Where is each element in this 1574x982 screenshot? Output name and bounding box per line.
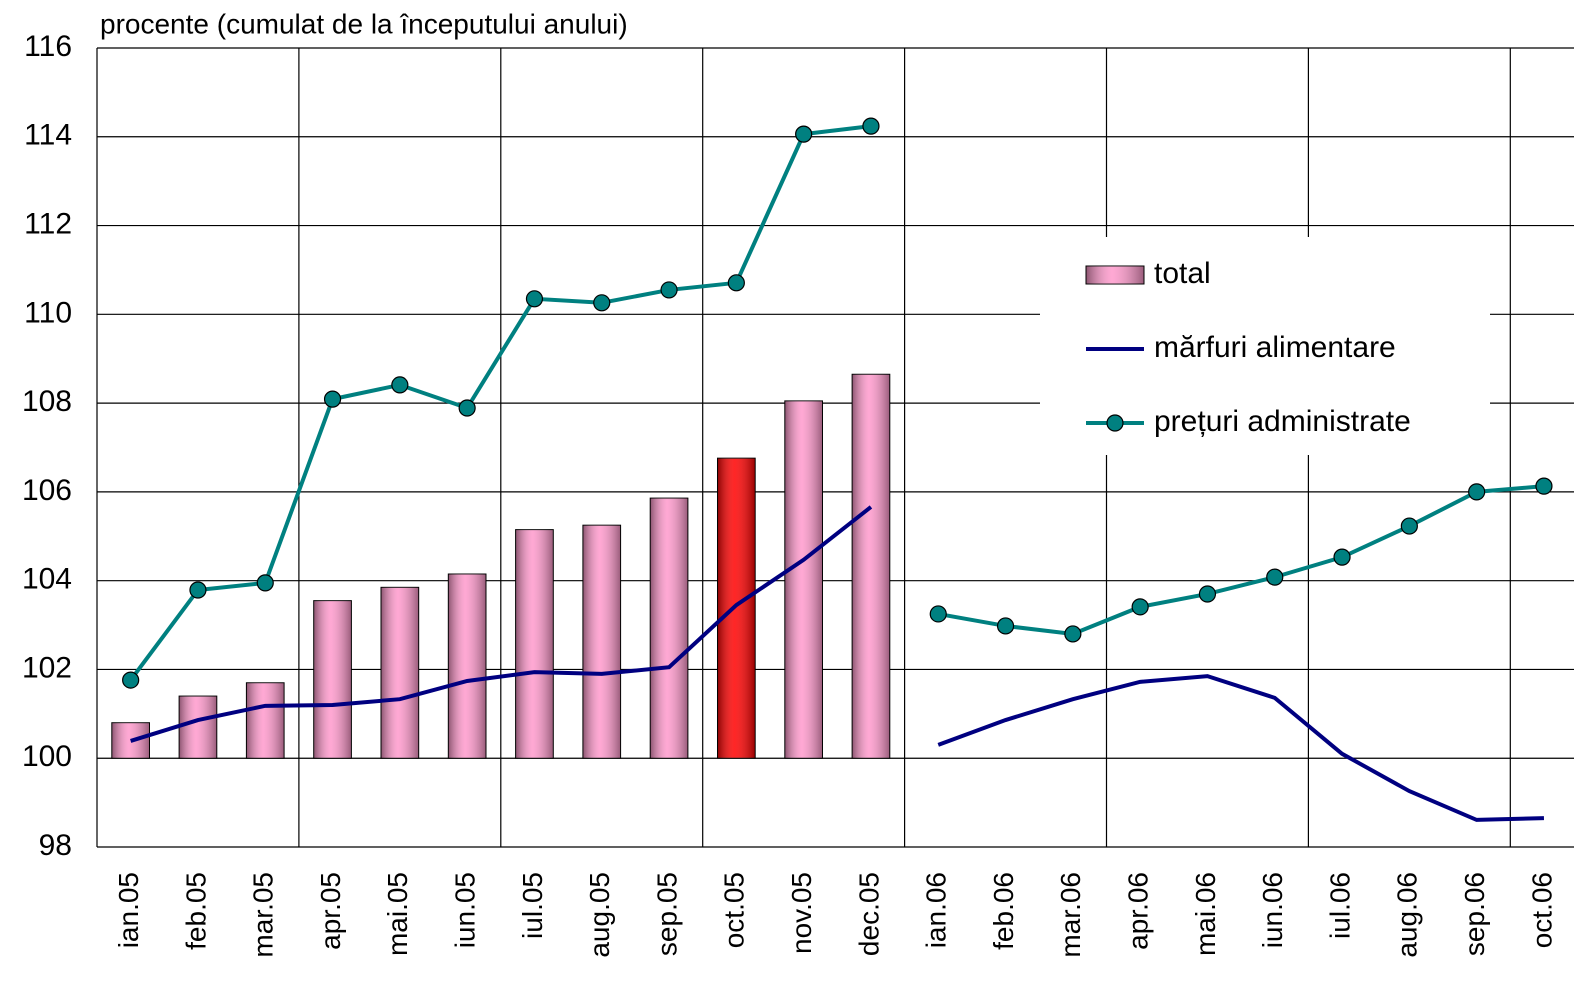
bar (313, 600, 352, 759)
legend-label: total (1154, 257, 1211, 290)
marker (1198, 585, 1217, 603)
bar (515, 529, 554, 759)
y-tick-label: 104 (22, 563, 72, 596)
bar (851, 373, 891, 759)
line (937, 674, 1545, 822)
marker (795, 125, 813, 143)
x-tick-label: iun.06 (1257, 872, 1288, 948)
y-tick-label: 110 (24, 296, 72, 329)
y-tick-label: 98 (39, 829, 72, 862)
legend-label: mărfuri alimentare (1154, 331, 1396, 364)
legend-swatch-shade (1086, 266, 1144, 284)
marker (458, 399, 476, 417)
marker (593, 294, 611, 312)
marker (525, 290, 544, 308)
bar (178, 695, 218, 759)
marker (256, 574, 274, 592)
x-tick-label: mai.06 (1190, 872, 1221, 956)
marker (1535, 477, 1553, 495)
marker (122, 671, 140, 689)
marker (1400, 517, 1418, 535)
x-tick-label: oct.05 (719, 872, 750, 948)
x-tick-label: sep.06 (1459, 872, 1490, 956)
bar (784, 400, 823, 759)
legend-label: prețuri administrate (1154, 405, 1411, 438)
legend-marker (1106, 414, 1124, 432)
x-tick-label: mai.05 (382, 872, 413, 956)
y-tick-label: 102 (22, 651, 72, 684)
marker (1333, 548, 1351, 566)
bar (245, 682, 285, 759)
bar (380, 586, 420, 759)
marker (727, 274, 745, 292)
bar (582, 524, 622, 759)
marker (189, 581, 207, 599)
x-tick-label: feb.05 (180, 872, 211, 950)
marker (1468, 483, 1486, 501)
line (130, 505, 873, 743)
x-tick-label: aug.05 (584, 872, 615, 958)
line (937, 484, 1545, 636)
x-tick-label: iul.05 (517, 872, 548, 939)
line (129, 124, 872, 682)
marker (660, 281, 678, 299)
marker (391, 376, 409, 394)
marker (1131, 598, 1149, 616)
bar (649, 497, 689, 759)
marker (929, 605, 947, 623)
marker (323, 390, 342, 408)
x-tick-label: sep.05 (651, 872, 682, 956)
marker (862, 117, 880, 135)
x-tick-label: aug.06 (1392, 872, 1423, 958)
marker (1266, 568, 1284, 586)
x-tick-label: feb.06 (988, 872, 1019, 950)
x-tick-label: ian.05 (113, 872, 144, 948)
x-tick-label: iun.05 (450, 872, 481, 948)
bar (717, 457, 756, 759)
x-tick-label: ian.06 (921, 872, 952, 948)
y-tick-label: 112 (24, 207, 72, 240)
y-tick-label: 108 (22, 385, 72, 418)
x-tick-label: mar.06 (1055, 872, 1086, 958)
x-tick-label: dec.05 (853, 872, 884, 956)
x-tick-label: mar.05 (248, 872, 279, 958)
x-tick-label: iul.06 (1324, 872, 1355, 939)
x-tick-label: nov.05 (786, 872, 817, 954)
marker (996, 617, 1015, 635)
y-tick-label: 106 (22, 474, 72, 507)
x-tick-label: apr.05 (315, 872, 346, 950)
x-tick-label: apr.06 (1123, 872, 1154, 950)
y-tick-label: 116 (24, 30, 72, 63)
y-tick-label: 100 (22, 740, 72, 773)
x-tick-label: oct.06 (1526, 872, 1557, 948)
y-tick-label: 114 (24, 119, 72, 152)
y-axis-label: procente (cumulat de la începutului anul… (100, 8, 628, 39)
marker (1064, 625, 1082, 643)
bar (447, 573, 487, 759)
